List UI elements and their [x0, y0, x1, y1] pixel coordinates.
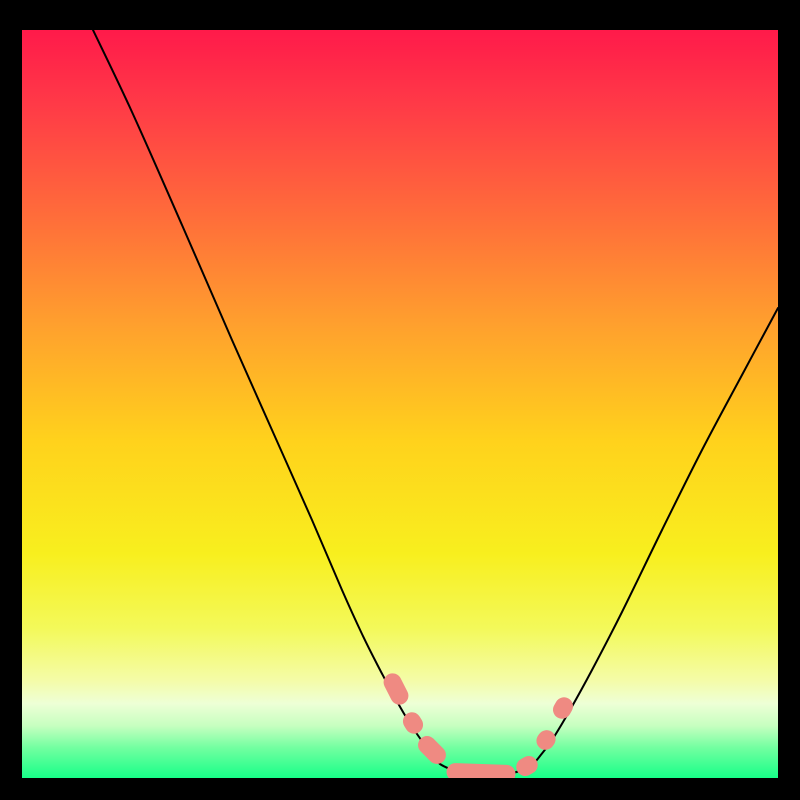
- frame-border-left: [0, 0, 22, 800]
- bottleneck-curve: [22, 30, 778, 778]
- stage: TheBottleneck.com: [0, 0, 800, 800]
- highlight-marker-3: [446, 763, 516, 778]
- frame-border-top: [0, 0, 800, 30]
- frame-border-bottom: [0, 778, 800, 800]
- frame-border-right: [778, 0, 800, 800]
- plot-area: [22, 30, 778, 778]
- bottleneck-curve-path: [93, 30, 778, 775]
